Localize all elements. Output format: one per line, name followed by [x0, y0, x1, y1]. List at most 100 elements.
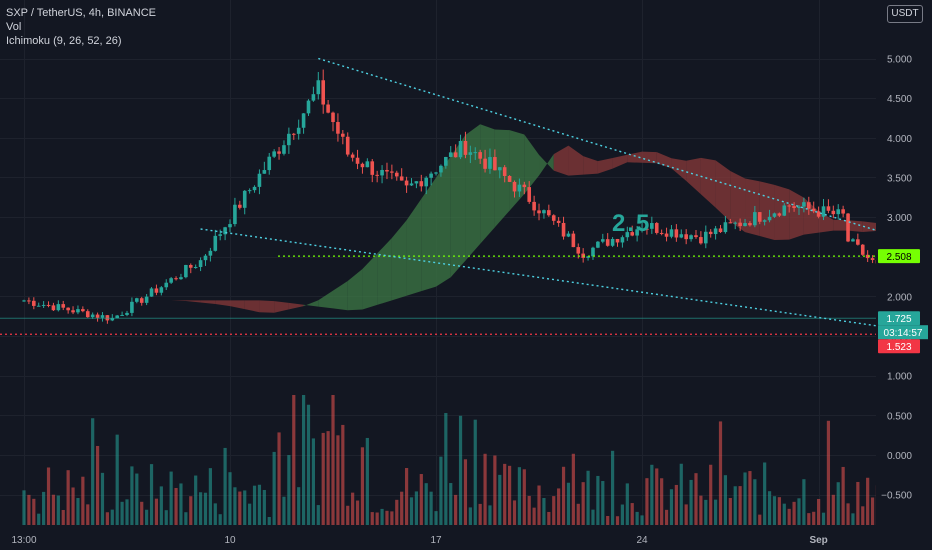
volume-bar — [292, 395, 296, 525]
cloud-segment — [362, 253, 378, 310]
candle-body — [620, 237, 625, 243]
volume-bar — [527, 495, 531, 525]
volume-bar — [532, 507, 536, 525]
candle-body — [27, 300, 31, 302]
candle-body — [836, 209, 841, 215]
target-annotation: 2.5 — [612, 210, 652, 237]
candle-body — [311, 94, 316, 101]
volume-bar — [262, 489, 266, 525]
candle-body — [856, 239, 860, 245]
volume-bar — [620, 504, 625, 525]
candle-body — [419, 181, 424, 187]
candle-body — [56, 304, 61, 311]
candle-body — [841, 209, 845, 214]
volume-bar — [395, 499, 399, 525]
candle-body — [198, 260, 203, 267]
volume-bar — [601, 481, 605, 525]
volume-bar — [561, 466, 566, 525]
volume-bar — [419, 474, 423, 525]
volume-bar — [306, 404, 311, 525]
volume-bar — [709, 464, 713, 525]
candle-body — [169, 278, 173, 283]
candle-body — [76, 309, 80, 313]
volume-bar — [787, 508, 791, 525]
volume-bar — [439, 456, 443, 525]
symbol-title[interactable]: SXP / TetherUS, 4h, BINANCE — [6, 7, 156, 19]
volume-bar — [826, 420, 831, 525]
candle-body — [110, 318, 115, 321]
volume-bar — [346, 505, 350, 525]
volume-bar — [699, 495, 703, 525]
volume-bar — [493, 455, 497, 525]
currency-button[interactable]: USDT — [887, 5, 923, 23]
candle-body — [154, 288, 159, 293]
x-tick-label: Sep — [809, 535, 827, 546]
candle-body — [610, 238, 615, 246]
volume-bar — [738, 486, 742, 525]
candle-body — [650, 223, 654, 229]
candle-body — [713, 228, 718, 235]
candle-body — [497, 167, 502, 171]
candle-body — [272, 151, 276, 157]
candle-body — [493, 157, 497, 171]
volume-bar — [42, 491, 46, 525]
candle-body — [120, 314, 124, 316]
candle-body — [277, 151, 281, 154]
candle-body — [380, 169, 384, 176]
volume-bar — [169, 471, 173, 525]
y-tick-label: 5.000 — [887, 55, 912, 66]
candle-body — [664, 233, 669, 237]
chart-legend: SXP / TetherUS, 4h, BINANCE Vol Ichimoku… — [6, 6, 156, 48]
price-axis — [876, 0, 932, 550]
volume-bar — [159, 486, 163, 525]
candle-body — [522, 184, 527, 188]
volume-bar — [326, 431, 330, 525]
volume-bar — [836, 482, 840, 525]
candle-body — [404, 180, 409, 186]
volume-bar — [586, 470, 590, 525]
candle-body — [547, 210, 551, 216]
volume-bar — [763, 462, 767, 525]
cloud-segment — [803, 197, 819, 235]
volume-bar — [297, 487, 301, 525]
candle-body — [159, 287, 164, 293]
candle-body — [22, 300, 26, 302]
volume-bar — [32, 498, 36, 525]
candle-body — [233, 204, 237, 225]
cloud-segment — [671, 158, 687, 181]
volume-indicator-label[interactable]: Vol — [6, 21, 22, 33]
volume-bar — [473, 419, 477, 525]
candle-body — [90, 314, 95, 318]
candle-body — [316, 80, 321, 95]
ichimoku-cloud — [171, 124, 932, 313]
volume-bar — [355, 500, 360, 525]
volume-bar — [223, 447, 227, 525]
volume-bar — [483, 453, 487, 525]
ichimoku-indicator-label[interactable]: Ichimoku (9, 26, 52, 26) — [6, 35, 122, 47]
volume-bar — [375, 512, 379, 525]
candle-body — [85, 311, 90, 318]
volume-bar — [272, 451, 276, 525]
candle-body — [399, 176, 404, 181]
cloud-segment — [436, 156, 451, 287]
candle-body — [488, 157, 492, 169]
volume-bar — [866, 477, 870, 525]
cloud-segment — [215, 300, 231, 307]
candle-body — [360, 163, 365, 168]
volume-bar — [316, 505, 320, 525]
cloud-segment — [627, 151, 643, 163]
volume-bar — [748, 471, 752, 525]
candle-body — [630, 232, 635, 236]
candle-body — [507, 175, 512, 182]
cloud-segment — [597, 157, 613, 174]
cloud-segment — [171, 300, 186, 301]
candle-body — [429, 173, 433, 178]
volume-bar — [380, 508, 384, 525]
x-tick-label: 24 — [636, 535, 648, 546]
y-tick-label: 1.000 — [887, 372, 912, 383]
cloud-segment — [642, 151, 657, 164]
candle-body — [453, 152, 458, 158]
volume-bar — [821, 512, 826, 525]
volume-bar — [507, 465, 512, 525]
